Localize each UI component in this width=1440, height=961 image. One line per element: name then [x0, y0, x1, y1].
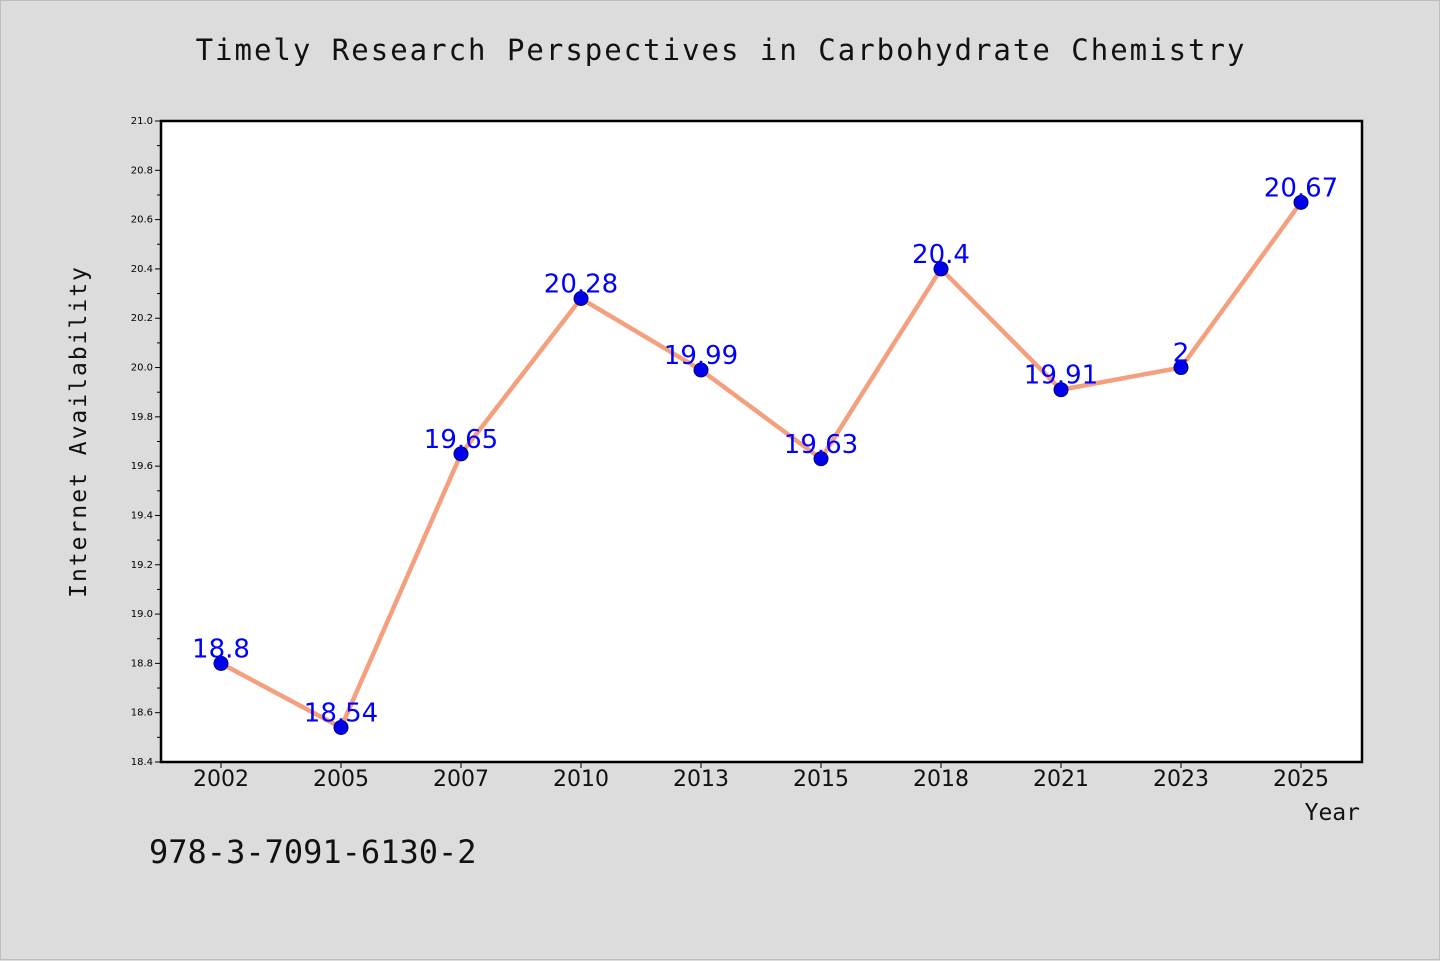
chart-title: Timely Research Perspectives in Carbohyd… [195, 33, 1247, 67]
data-labels: 18.8 18.54 19.65 20.28 19.99 19.63 20.4 19.91 2 2… [192, 173, 1338, 728]
y-tick-label: 20.6 [131, 215, 153, 226]
plot-frame [159, 119, 1364, 764]
data-label: 18.8 [192, 634, 250, 664]
plot-area [161, 121, 1362, 762]
x-tick-label: 2021 [1033, 767, 1089, 792]
data-label: 20.4 [912, 240, 970, 270]
y-tick-label: 20.0 [131, 363, 153, 374]
data-label: 19.91 [1024, 361, 1098, 391]
data-label: 19.65 [424, 425, 498, 455]
y-tick-label: 20.8 [131, 165, 153, 176]
y-tick-label: 21.0 [131, 116, 153, 127]
series-line [218, 200, 1304, 730]
y-tick-label: 18.4 [131, 757, 153, 768]
x-tick-label: 2025 [1273, 767, 1329, 792]
x-tick-label: 2010 [553, 767, 609, 792]
y-tick-label: 19.2 [131, 560, 153, 571]
y-tick-label: 18.8 [131, 658, 153, 669]
x-axis-label: Year [1305, 800, 1360, 826]
y-tick-label: 19.8 [131, 412, 153, 423]
data-label: 2 [1173, 339, 1190, 369]
x-tick-label: 2018 [913, 767, 969, 792]
data-label: 18.54 [304, 698, 378, 728]
y-tick-label: 18.6 [131, 708, 153, 719]
data-point [573, 291, 589, 307]
data-point [693, 362, 709, 378]
y-axis-label: Internet Availability [66, 265, 92, 598]
footer-code: 978-3-7091-6130-2 [149, 833, 477, 871]
x-axis: 2002 2005 2007 2010 2013 2015 2018 2021 2023 2025 [193, 762, 1329, 792]
y-tick-label: 20.2 [131, 313, 153, 324]
y-tick-label: 19.0 [131, 609, 153, 620]
x-tick-label: 2023 [1153, 767, 1209, 792]
data-label: 19.99 [664, 341, 738, 371]
series-markers [213, 194, 1309, 735]
x-tick-label: 2005 [313, 767, 369, 792]
y-tick-label: 19.4 [131, 510, 153, 521]
data-point [1053, 382, 1069, 398]
data-label: 20.28 [544, 270, 618, 300]
x-tick-label: 2013 [673, 767, 729, 792]
data-point [813, 451, 829, 467]
x-tick-label: 2007 [433, 767, 489, 792]
data-point [1293, 194, 1309, 210]
data-point [333, 719, 349, 735]
data-label: 20.67 [1264, 173, 1338, 203]
y-axis: 18.4 18.6 18.8 19.0 19.2 19.4 19.6 19.8 20.0 20.2… [131, 116, 161, 768]
data-point [213, 655, 229, 671]
x-tick-label: 2015 [793, 767, 849, 792]
data-label: 19.63 [784, 430, 858, 460]
y-tick-label: 20.4 [131, 264, 153, 275]
y-tick-label: 19.6 [131, 461, 153, 472]
x-tick-label: 2002 [193, 767, 249, 792]
data-point [453, 446, 469, 462]
data-point [933, 261, 949, 277]
data-point [1173, 360, 1189, 376]
